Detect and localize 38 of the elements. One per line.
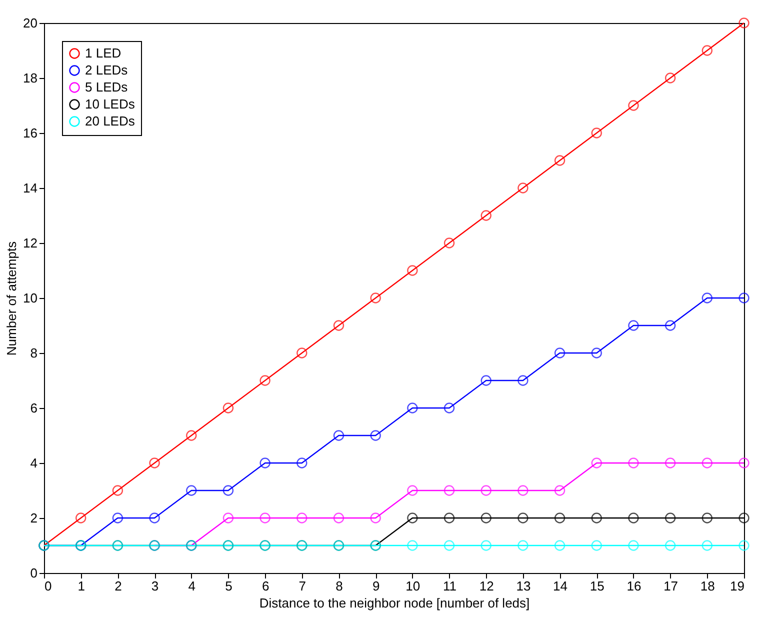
x-tick-label: 17 bbox=[664, 578, 678, 594]
x-tick-label: 2 bbox=[114, 578, 122, 594]
y-tick-label: 0 bbox=[30, 566, 38, 580]
x-tick-label: 13 bbox=[516, 578, 531, 594]
y-tick-label: 20 bbox=[23, 16, 38, 30]
y-tick-label: 8 bbox=[30, 346, 38, 360]
x-axis-title: Distance to the neighbor node [number of leds] bbox=[259, 596, 530, 610]
x-tick-label: 10 bbox=[406, 578, 420, 594]
x-tick-label: 18 bbox=[700, 578, 715, 594]
legend-label: 10 LEDs bbox=[85, 96, 136, 112]
x-tick-label: 0 bbox=[44, 578, 52, 594]
y-tick-label: 2 bbox=[30, 510, 38, 526]
y-tick-label: 10 bbox=[23, 290, 38, 306]
y-tick-label: 16 bbox=[23, 126, 38, 140]
legend-label: 5 LEDs bbox=[85, 80, 128, 94]
legend-label: 20 LEDs bbox=[85, 114, 136, 128]
x-tick-label: 1 bbox=[78, 578, 85, 594]
y-tick-label: 18 bbox=[23, 70, 38, 86]
x-tick-label: 19 bbox=[730, 578, 744, 594]
legend-label: 1 LED bbox=[85, 46, 122, 60]
x-tick-label: 11 bbox=[443, 578, 457, 594]
y-tick-label: 6 bbox=[30, 400, 38, 416]
y-tick-label: 12 bbox=[23, 236, 38, 250]
y-tick-label: 14 bbox=[23, 180, 38, 196]
x-tick-label: 7 bbox=[298, 578, 306, 594]
x-tick-label: 9 bbox=[372, 578, 380, 594]
x-tick-label: 15 bbox=[590, 578, 604, 594]
x-tick-label: 8 bbox=[336, 578, 343, 594]
x-tick-label: 3 bbox=[151, 578, 159, 594]
x-tick-label: 12 bbox=[479, 578, 494, 594]
x-tick-label: 16 bbox=[626, 578, 642, 594]
legend-label: 2 LEDs bbox=[85, 62, 128, 78]
x-tick-label: 5 bbox=[225, 578, 232, 594]
x-tick-label: 4 bbox=[188, 578, 196, 594]
y-tick-label: 4 bbox=[30, 456, 38, 470]
x-tick-label: 6 bbox=[262, 578, 270, 594]
x-tick-label: 14 bbox=[553, 578, 568, 594]
y-axis-title: Number of attempts bbox=[4, 240, 20, 356]
